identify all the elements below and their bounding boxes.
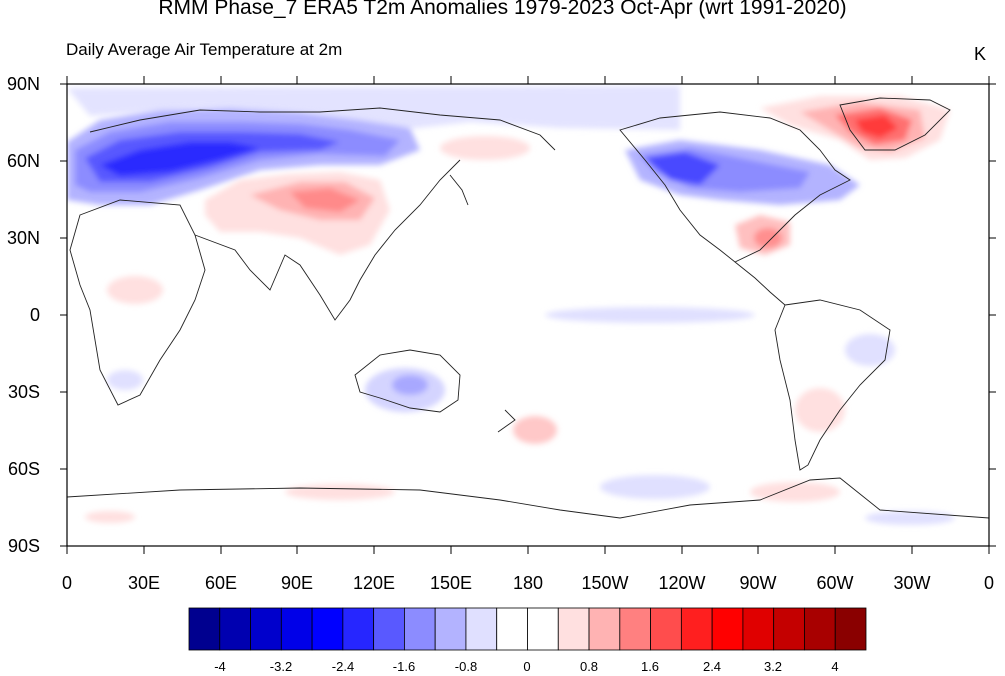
colorbar-label: -4: [214, 659, 226, 674]
colorbar-label: 3.2: [763, 659, 783, 674]
colorbar-label: 4: [831, 659, 839, 674]
colorbar-box: [311, 607, 344, 651]
colorbar-label: -0.8: [454, 659, 478, 674]
colorbar-label: 0: [523, 659, 531, 674]
anomaly-field: [67, 84, 989, 546]
northern-eurasia-cold: [67, 108, 420, 205]
colorbar-box: [250, 607, 282, 651]
colorbar-box: [280, 607, 313, 651]
coastlines: [67, 97, 989, 519]
colorbar-box: [342, 607, 375, 651]
latitude-ticks: [60, 83, 996, 547]
colorbar-box: [804, 607, 836, 651]
colorbar-box: [619, 607, 651, 651]
colorbar-box: [434, 607, 467, 651]
colorbar-box: [650, 607, 682, 651]
map-title: RMM Phase_7 ERA5 T2m Anomalies 1979-2023…: [158, 0, 847, 19]
lon-label-30e: 30E: [127, 573, 161, 593]
lat-label-90s: 90S: [7, 536, 40, 556]
colorbar-box: [773, 607, 805, 651]
minor-cold-patches: [107, 307, 955, 525]
colorbar-box: [834, 607, 867, 651]
colorbar-box: [742, 607, 775, 651]
longitude-ticks: [66, 76, 990, 554]
colorbar-box: [188, 607, 221, 651]
lon-label-60w: 60W: [816, 573, 854, 593]
lon-label-30w: 30W: [893, 573, 931, 593]
colorbar-box: [219, 607, 251, 651]
colorbar-box: [404, 607, 436, 651]
greenland-warm: [760, 96, 950, 160]
lon-label-90e: 90E: [280, 573, 314, 593]
colorbar-box: [496, 607, 528, 651]
lat-label-30n: 30N: [6, 228, 40, 248]
lat-label-60n: 60N: [6, 151, 40, 171]
minor-warm-patches: [85, 136, 845, 523]
southeast-us-warm: [735, 215, 790, 255]
colorbar-box: [680, 607, 713, 651]
lat-label-90n: 90N: [6, 74, 40, 94]
map-subtitle: Daily Average Air Temperature at 2m: [66, 40, 343, 59]
lon-label-0: 0: [61, 573, 73, 593]
lon-label-150w: 150W: [581, 573, 629, 593]
central-asia-warm: [205, 172, 390, 255]
lon-label-150e: 150E: [429, 573, 473, 593]
colorbar-label: -2.4: [331, 659, 355, 674]
colorbar-box: [588, 607, 621, 651]
north-america-cold: [625, 140, 860, 205]
lon-label-180: 180: [512, 573, 544, 593]
lon-label-0-east: 0: [983, 573, 995, 593]
units-label: K: [974, 44, 987, 64]
lon-label-120w: 120W: [658, 573, 706, 593]
colorbar-box: [465, 607, 498, 651]
lon-label-60e: 60E: [204, 573, 238, 593]
colorbar-label: 2.4: [702, 659, 722, 674]
lon-label-90w: 90W: [739, 573, 777, 593]
colorbar-label: 0.8: [579, 659, 599, 674]
colorbar-box: [557, 607, 590, 651]
colorbar-label: -1.6: [392, 659, 416, 674]
colorbar-box: [373, 607, 405, 651]
lat-label-30s: 30S: [7, 382, 40, 402]
lat-label-60s: 60S: [7, 459, 40, 479]
colorbar-box: [527, 607, 559, 651]
colorbar-label: 1.6: [640, 659, 660, 674]
colorbar-label: -3.2: [269, 659, 293, 674]
lat-label-equator: 0: [29, 305, 40, 325]
lon-label-120e: 120E: [352, 573, 396, 593]
colorbar: [188, 607, 867, 651]
colorbar-box: [711, 607, 744, 651]
